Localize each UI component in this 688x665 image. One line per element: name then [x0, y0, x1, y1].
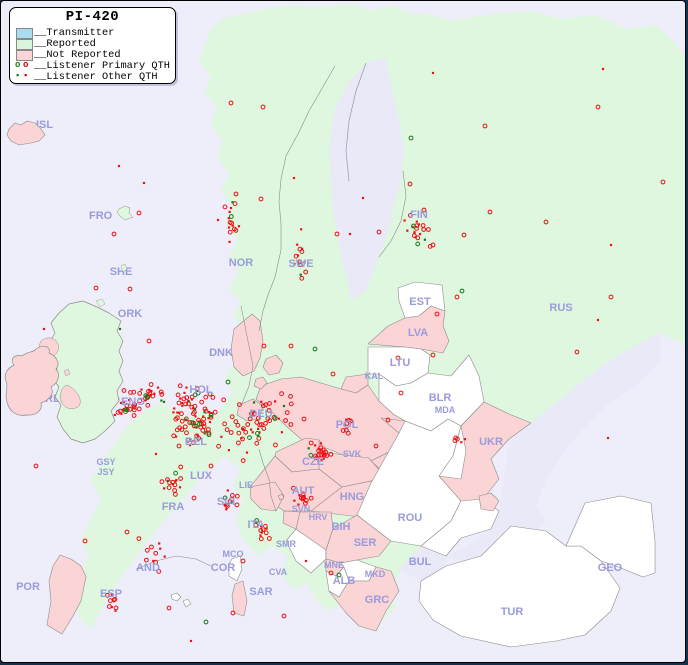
svg-text:MNE: MNE [324, 560, 344, 570]
svg-text:LUX: LUX [190, 470, 213, 482]
svg-text:BUL: BUL [409, 556, 432, 568]
svg-text:GSY: GSY [96, 457, 115, 467]
svg-text:POR: POR [16, 581, 40, 593]
svg-text:NOR: NOR [229, 257, 254, 269]
svg-text:AUT: AUT [292, 485, 315, 497]
svg-text:MDA: MDA [435, 405, 456, 415]
svg-text:HRV: HRV [309, 512, 328, 522]
svg-text:GRC: GRC [365, 594, 390, 606]
svg-text:TUR: TUR [501, 606, 524, 618]
svg-text:AND: AND [136, 562, 160, 574]
svg-text:ALB: ALB [333, 575, 356, 587]
svg-text:UKR: UKR [479, 436, 503, 448]
svg-text:GEO: GEO [598, 562, 623, 574]
svg-text:ENG: ENG [121, 396, 145, 408]
svg-text:SMR: SMR [276, 539, 297, 549]
svg-text:DEU: DEU [249, 408, 272, 420]
svg-text:BLR: BLR [429, 392, 452, 404]
svg-text:ITA: ITA [248, 519, 265, 531]
svg-text:POL: POL [336, 419, 359, 431]
svg-text:RUS: RUS [549, 302, 572, 314]
svg-text:MCO: MCO [223, 549, 244, 559]
svg-text:BEL: BEL [185, 436, 207, 448]
svg-text:HNG: HNG [340, 491, 364, 503]
svg-text:KAL: KAL [365, 371, 384, 381]
svg-text:SVN: SVN [292, 504, 311, 514]
svg-text:FRO: FRO [89, 210, 113, 222]
svg-text:SAR: SAR [249, 586, 272, 598]
svg-text:COR: COR [211, 562, 236, 574]
svg-text:BIH: BIH [332, 521, 351, 533]
svg-text:DNK: DNK [209, 347, 233, 359]
svg-text:ESP: ESP [100, 588, 122, 600]
svg-text:SER: SER [354, 537, 377, 549]
svg-text:CZE: CZE [302, 456, 324, 468]
svg-text:LIE: LIE [239, 480, 253, 490]
svg-text:MKD: MKD [365, 569, 386, 579]
svg-text:ORK: ORK [118, 308, 143, 320]
svg-text:EST: EST [409, 296, 431, 308]
svg-text:LVA: LVA [408, 327, 428, 339]
svg-text:CVA: CVA [269, 567, 288, 577]
svg-text:SUI: SUI [217, 496, 235, 508]
svg-text:SWE: SWE [288, 258, 313, 270]
svg-text:FIN: FIN [410, 209, 428, 221]
svg-text:SVK: SVK [343, 449, 362, 459]
svg-text:SHE: SHE [110, 266, 133, 278]
svg-text:LTU: LTU [390, 357, 411, 369]
svg-text:FRA: FRA [162, 501, 185, 513]
svg-text:HOL: HOL [189, 384, 213, 396]
svg-text:JSY: JSY [97, 467, 114, 477]
svg-text:ROU: ROU [398, 512, 423, 524]
